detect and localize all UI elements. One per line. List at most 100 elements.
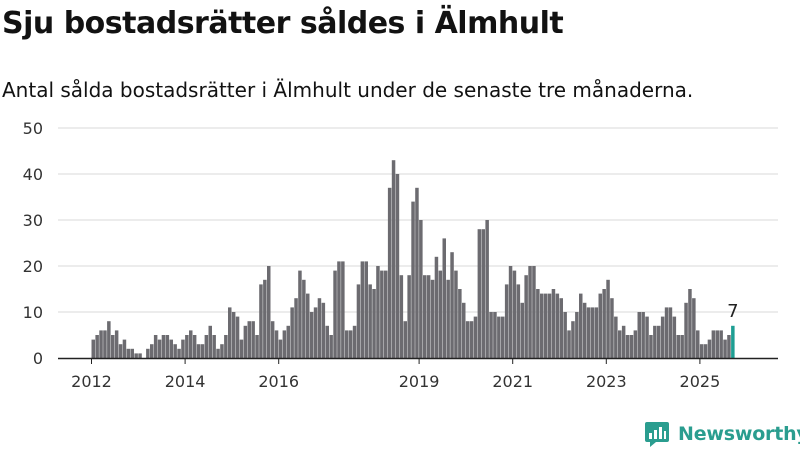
bar (220, 344, 224, 358)
bar (633, 330, 638, 358)
bar (181, 339, 185, 358)
bar (263, 279, 267, 358)
bar (696, 330, 700, 358)
bar (551, 289, 556, 358)
bar (126, 348, 131, 358)
bar (715, 330, 719, 358)
y-axis-ticks: 0 10 20 30 40 50 (23, 119, 43, 368)
bar (653, 325, 657, 358)
x-tick-label: 2019 (399, 372, 440, 391)
bar (247, 321, 251, 358)
bar (189, 330, 193, 358)
bar (348, 330, 353, 358)
bar (547, 293, 552, 358)
bar (103, 330, 107, 358)
bar (680, 335, 684, 358)
bar (306, 293, 310, 358)
bar (111, 335, 115, 358)
bar (477, 229, 482, 358)
bar (333, 270, 337, 358)
bar (302, 279, 306, 358)
bar (657, 325, 661, 358)
bar (243, 325, 248, 358)
bar (426, 275, 431, 358)
bar (294, 298, 298, 358)
bar (454, 270, 458, 358)
bar (290, 307, 294, 358)
bar (282, 330, 287, 358)
bar (380, 270, 384, 358)
bar (345, 330, 349, 358)
bar (711, 330, 716, 358)
bar (368, 284, 372, 358)
bar (579, 293, 583, 358)
bar (594, 307, 599, 358)
bar (727, 335, 731, 358)
bar-latest (731, 325, 735, 358)
bar (688, 289, 692, 358)
bar (446, 279, 450, 358)
bar (118, 344, 123, 358)
bar (614, 316, 618, 358)
bar (540, 293, 544, 358)
bar (161, 335, 166, 358)
bar (192, 335, 197, 358)
bar (512, 270, 517, 358)
bar (364, 261, 368, 358)
bar (442, 238, 446, 358)
bar (337, 261, 341, 358)
bar (618, 330, 622, 358)
bar (571, 321, 575, 358)
x-tick-label: 2025 (680, 372, 721, 391)
x-tick-label: 2016 (258, 372, 299, 391)
bar (200, 344, 205, 358)
chart-subtitle: Antal sålda bostadsrätter i Älmhult unde… (2, 78, 694, 102)
bar (107, 321, 111, 358)
bar (625, 335, 630, 358)
bar (360, 261, 365, 358)
chart-title: Sju bostadsrätter såldes i Älmhult (2, 6, 564, 41)
bar (723, 339, 727, 358)
bar (668, 307, 673, 358)
bar (325, 325, 329, 358)
bar (493, 312, 497, 358)
bar (239, 339, 244, 358)
x-axis-ticks: 2012 2014 2016 2019 2021 2023 2025 (71, 358, 720, 391)
bar (501, 316, 505, 358)
bar (649, 335, 653, 358)
bar (543, 293, 548, 358)
bar (559, 298, 563, 358)
latest-value-label: 7 (727, 301, 738, 322)
bar (165, 335, 170, 358)
bar (520, 302, 524, 358)
bar (224, 335, 228, 358)
bar (450, 252, 454, 358)
bar (497, 316, 501, 358)
bar (469, 321, 474, 358)
x-tick-label: 2023 (586, 372, 627, 391)
bar (415, 187, 419, 358)
bar (231, 312, 236, 358)
bar (699, 344, 704, 358)
bar (462, 302, 466, 358)
newsworthy-brand[interactable]: Newsworthy (644, 419, 800, 449)
bar (341, 261, 345, 358)
bar (91, 339, 95, 358)
y-tick-label: 20 (23, 257, 43, 276)
bar (411, 201, 415, 358)
bar (504, 284, 509, 358)
bar (692, 298, 696, 358)
bar (473, 316, 478, 358)
bar (419, 220, 423, 358)
bar (157, 339, 162, 358)
bar (567, 330, 571, 358)
brand-name: Newsworthy (678, 423, 800, 445)
bar (664, 307, 669, 358)
y-tick-label: 40 (23, 165, 43, 184)
bar (235, 316, 240, 358)
bar (95, 335, 99, 358)
y-tick-label: 30 (23, 211, 43, 230)
bar (508, 266, 513, 358)
bar (150, 344, 154, 358)
